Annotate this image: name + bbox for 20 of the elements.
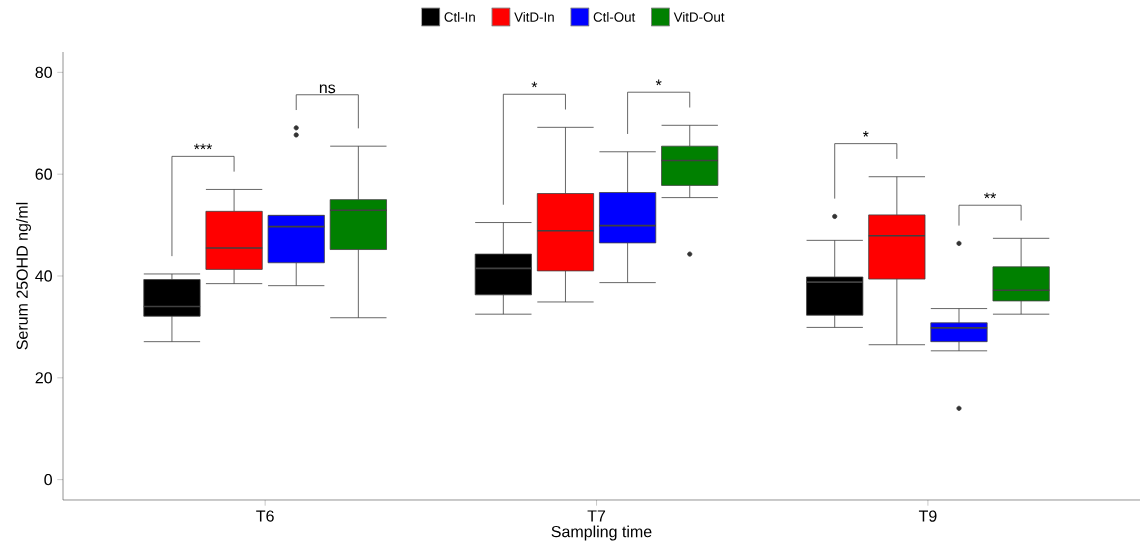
- legend-label: Ctl-In: [444, 11, 475, 22]
- x-tick-label: T7: [587, 510, 606, 522]
- annotation: ***: [193, 143, 213, 150]
- annotation: *: [862, 131, 869, 137]
- x-axis-title: Sampling time: [551, 525, 652, 541]
- y-tick-label: 0: [44, 473, 52, 486]
- annotation: *: [531, 81, 538, 88]
- x-tick-label: T9: [918, 510, 937, 522]
- annotation: *: [655, 79, 662, 86]
- legend-label: VitD-In: [514, 11, 554, 22]
- y-tick-label: 40: [35, 270, 52, 282]
- y-tick-label: 80: [35, 66, 52, 79]
- y-tick-label: 20: [35, 372, 52, 384]
- y-tick-label: 60: [35, 168, 52, 180]
- legend-label: Ctl-Out: [593, 11, 636, 22]
- x-tick-label: T6: [256, 510, 274, 522]
- annotation: ns: [319, 84, 336, 94]
- y-axis-title: Serum 25OHD ng/ml: [16, 202, 31, 350]
- legend-label: VitD-Out: [673, 11, 725, 22]
- annotation: **: [984, 192, 997, 199]
